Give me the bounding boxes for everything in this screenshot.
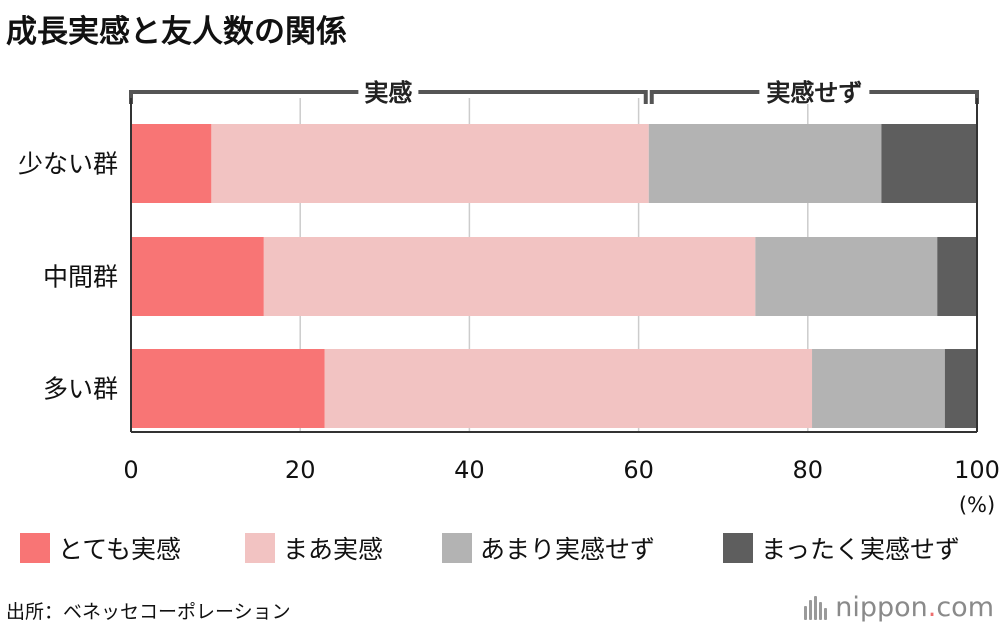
bar-segment [937,237,977,316]
legend-item: まったく実感せず [723,530,960,566]
x-tick-label: 100 [954,456,1000,484]
x-axis: 0 20 40 60 80 100 (%) [123,98,1000,517]
x-tick-label: 60 [623,456,654,484]
group-label: 実感せず [766,79,862,107]
group-label-bg [759,78,870,104]
bar-segment [881,124,977,203]
legend-item: あまり実感せず [442,530,655,566]
group-label: 実感 [364,79,412,107]
bar-segment [131,349,325,428]
legend-swatch [723,533,753,563]
legend-swatch [245,533,275,563]
bar-segment [944,349,977,428]
x-unit-label: (%) [959,493,995,517]
x-tick-label: 40 [454,456,485,484]
legend-label: まあ実感 [283,535,384,564]
source-note: 出所：ベネッセコーポレーション [6,601,291,623]
brand-dot: . [927,592,937,623]
legend-label: まったく実感せず [761,535,961,564]
brand-logo[interactable]: nippon. com [804,592,994,623]
category-label: 少ない群 [18,150,118,179]
category-label: 多い群 [43,375,118,404]
category-label: 中間群 [43,263,118,292]
x-tick-label: 20 [285,456,316,484]
bar-segment [131,237,264,316]
chart-title: 成長実感と友人数の関係 [6,14,347,50]
bar-segment [648,124,882,203]
bar-segment [812,349,945,428]
group-brackets: 実感 実感せず [129,78,979,107]
bar-segment [131,124,212,203]
x-tick-label: 80 [793,456,824,484]
bar-segment [263,237,756,316]
legend-label: あまり実感せず [480,535,656,564]
legend-swatch [442,533,472,563]
brand-name: nippon [835,592,928,623]
group-label-bg [358,78,419,104]
legend-item: とても実感 [20,530,181,566]
legend-swatch [20,533,50,563]
bar-segment [324,349,813,428]
legend-label: とても実感 [58,535,182,564]
bar-segment [211,124,649,203]
x-tick-label: 0 [123,456,138,484]
legend-item: まあ実感 [245,530,383,566]
bar-segments [131,124,977,428]
legend: とても実感 まあ実感 あまり実感せず まったく実感せず [20,530,995,570]
bar-segment [755,237,938,316]
brand-mark-icon [804,595,829,620]
brand-tld: com [936,592,994,623]
